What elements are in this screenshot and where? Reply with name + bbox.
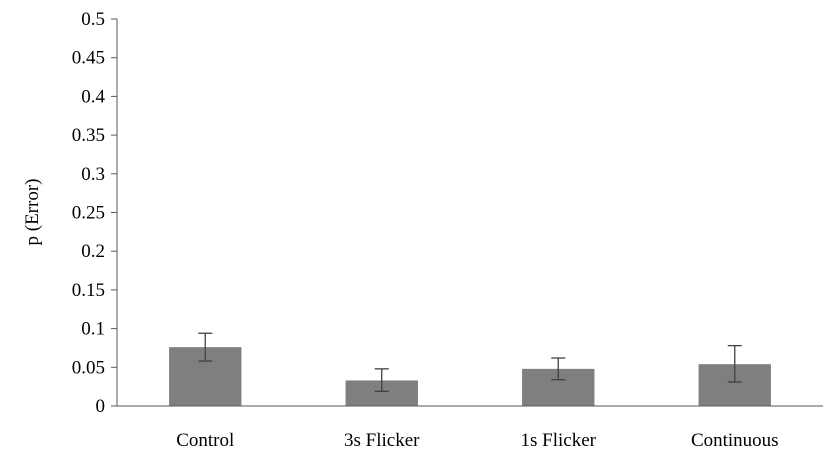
y-tick-label: 0.3	[81, 164, 105, 185]
x-category-label: Control	[176, 430, 234, 451]
x-category-label: 1s Flicker	[521, 430, 597, 451]
axes	[116, 19, 823, 407]
error-bar	[727, 344, 742, 383]
y-tick-label: 0.5	[81, 9, 105, 30]
y-tick-label: 0	[96, 396, 106, 417]
y-axis-ticks: 0 0.05 0.1 0.15 0.2 0.25 0.3 0.35 0.4 0.45 0.5	[72, 9, 117, 417]
error-bar	[198, 332, 213, 362]
y-axis-label: p (Error)	[22, 179, 43, 246]
x-category-label: 3s Flicker	[344, 430, 420, 451]
y-tick-label: 0.1	[81, 319, 105, 340]
y-tick-label: 0.2	[81, 241, 105, 262]
y-tick-label: 0.4	[81, 86, 105, 107]
x-axis-categories: Control 3s Flicker 1s Flicker Continuous	[176, 430, 778, 451]
x-category-label: Continuous	[691, 430, 779, 451]
y-tick-label: 0.25	[72, 203, 105, 224]
bars	[169, 347, 771, 406]
y-tick-label: 0.15	[72, 280, 105, 301]
y-tick-label: 0.05	[72, 357, 105, 378]
y-tick-label: 0.35	[72, 125, 105, 146]
error-bar	[374, 368, 389, 392]
error-bar	[551, 357, 566, 381]
y-tick-label: 0.45	[72, 48, 105, 69]
error-bars	[198, 332, 742, 392]
